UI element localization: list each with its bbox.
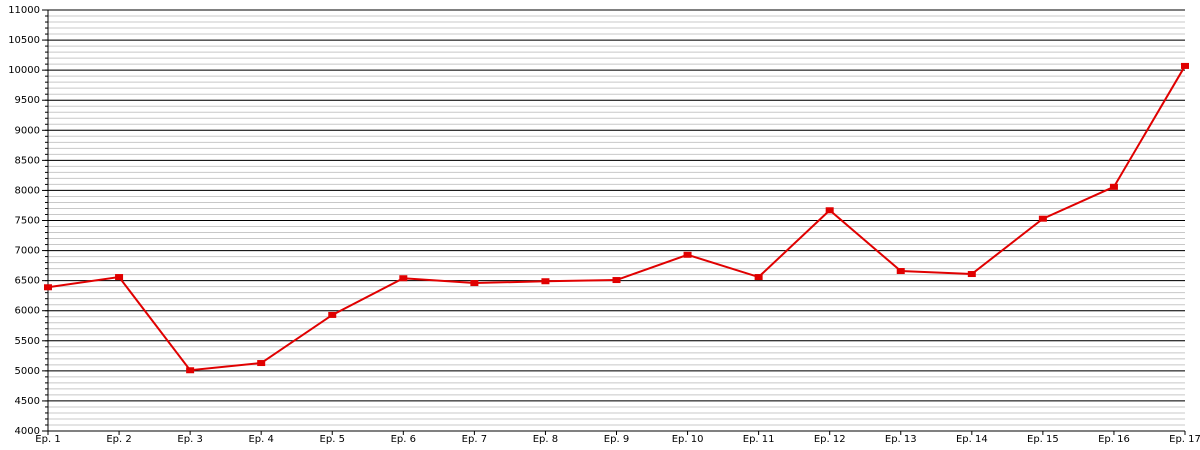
marker [612,277,621,284]
y-tick-label: 6000 [15,306,40,317]
x-tick-label: Ep. 16 [1098,434,1130,445]
x-tick-label: Ep. 13 [885,434,917,445]
marker [825,207,834,214]
line [47,65,1186,372]
marker [1109,183,1118,190]
x-tick-label: Ep. 5 [320,434,345,445]
x-tick-label: Ep. 1 [35,434,60,445]
y-tick-label: 9000 [15,125,40,136]
x-tick-label: Ep. 17 [1169,434,1200,445]
marker [967,271,976,278]
y-tick-label: 5000 [15,366,40,377]
y-tick-label: 11000 [8,5,40,16]
marker [1038,215,1047,222]
x-tick-label: Ep. 15 [1027,434,1059,445]
y-tick-label: 7000 [15,246,40,257]
x-tick-label: Ep. 12 [814,434,846,445]
marker [1181,62,1189,69]
x-tick-label: Ep. 11 [743,434,775,445]
marker [470,280,479,287]
marker [896,268,905,275]
marker [186,367,195,374]
x-tick-label: Ep. 14 [956,434,988,445]
x-tick-label: Ep. 7 [462,434,487,445]
x-tick-label: Ep. 2 [106,434,131,445]
y-tick-label: 8000 [15,185,40,196]
y-tick-label: 4500 [15,396,40,407]
marker [683,251,692,258]
x-tick-label: Ep. 4 [248,434,273,445]
marker [257,360,266,367]
marker [754,274,763,281]
x-tick-label: Ep. 6 [391,434,416,445]
marker [399,275,408,282]
y-tick-label: 8500 [15,155,40,166]
y-tick-label: 9500 [15,95,40,106]
x-tick-label: Ep. 10 [672,434,704,445]
y-tick-label: 5500 [15,336,40,347]
marker [541,278,550,285]
marker [328,311,337,318]
x-tick-label: Ep. 8 [533,434,558,445]
y-tick-label: 10000 [8,65,40,76]
marker [44,284,52,291]
x-tick-label: Ep. 9 [604,434,629,445]
y-tick-label: 7500 [15,216,40,227]
y-tick-label: 4000 [15,426,40,437]
x-tick-label: Ep. 3 [177,434,202,445]
y-tick-label: 6500 [15,276,40,287]
y-tick-label: 10500 [8,35,40,46]
marker [115,274,124,281]
